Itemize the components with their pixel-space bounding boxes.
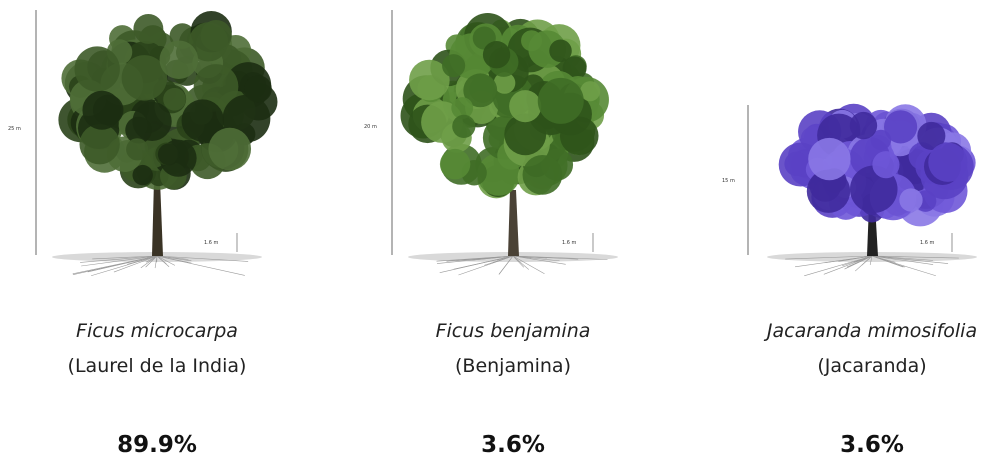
scientific-name: Jacaranda mimosifolia [763,320,977,342]
foliage [126,138,148,160]
foliage [133,14,163,44]
share: 89.9% [117,432,197,458]
trunk [152,180,163,256]
foliage [850,112,877,139]
foliage [928,143,967,182]
foliage [160,40,199,79]
scientific-name: Ficus microcarpa [76,320,238,342]
page: 25 m 1.6 m 20 m 1.6 m 15 m 1.6 m Ficus m… [0,0,991,460]
share: 3.6% [481,432,545,458]
foliage [132,102,171,141]
share: 3.6% [840,432,904,458]
foliage [440,149,470,179]
foliage [244,75,271,102]
foliage [452,115,475,138]
foliage [79,124,119,164]
foliage [549,40,572,63]
foliage [163,88,186,111]
foliage [483,41,510,68]
common-name: (Laurel de la India) [68,355,247,377]
foliage [442,54,465,77]
height-label: 15 m [722,178,735,184]
tree-infographic: 25 m 1.6 m 20 m 1.6 m 15 m 1.6 m Ficus m… [0,0,991,460]
foliage [523,155,563,195]
common-name: (Jacaranda) [817,355,926,377]
foliage [538,78,584,124]
foliage [872,151,899,178]
scientific-name: Ficus benjamina [436,320,591,342]
foliage [158,143,180,165]
trunk [508,190,519,256]
foliage [509,90,541,122]
foliage [201,20,232,51]
foliage [74,46,119,91]
trunk-label: 1.6 m [562,240,577,246]
foliage [899,188,922,211]
tree-illustrations [36,10,977,276]
trunk-label: 1.6 m [204,240,219,246]
foliage [808,138,850,180]
height-label: 25 m [8,126,21,132]
height-label: 20 m [364,124,377,130]
foliage [82,91,121,130]
foliage [208,128,251,171]
trunk-label: 1.6 m [920,240,935,246]
common-name: (Benjamina) [455,355,571,377]
foliage [784,152,808,176]
